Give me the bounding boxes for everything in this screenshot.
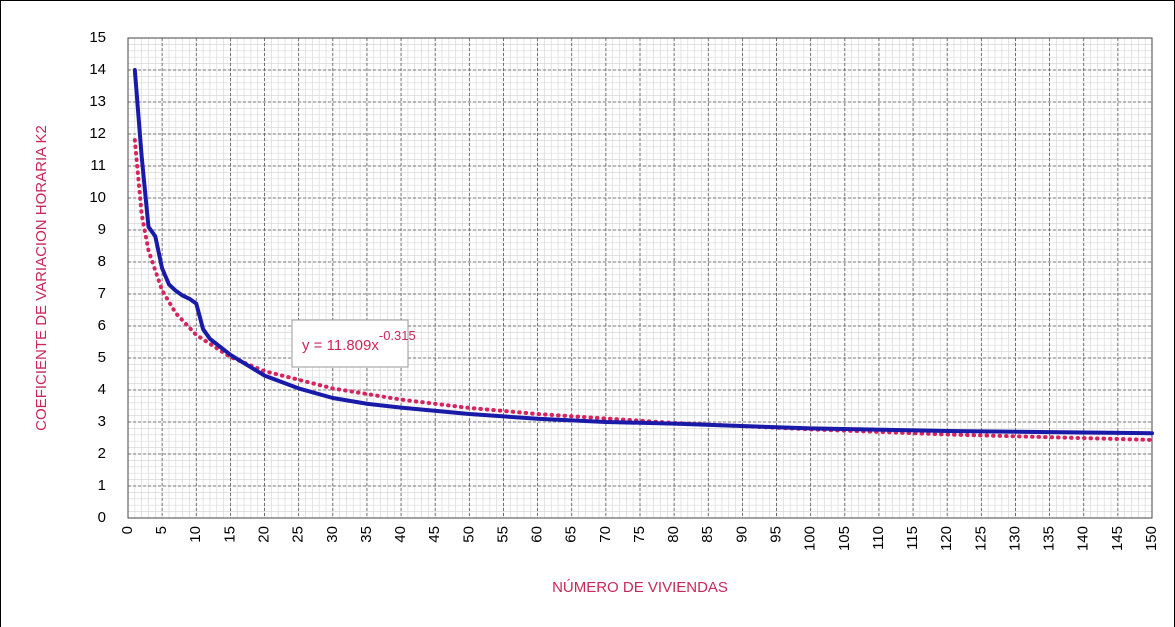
y-tick-label: 14: [89, 61, 106, 78]
x-tick-label: 95: [768, 526, 785, 543]
x-tick-label: 110: [870, 526, 887, 550]
y-tick-label: 4: [98, 381, 106, 398]
annotation: y = 11.809x-0.315: [291, 319, 416, 368]
y-tick-label: 5: [98, 349, 106, 366]
y-tick-label: 11: [90, 157, 106, 174]
y-tick-label: 3: [98, 413, 106, 430]
y-tick-label: 13: [89, 93, 106, 110]
y-tick-label: 10: [89, 189, 106, 206]
x-tick-label: 55: [494, 526, 511, 543]
x-tick-label: 140: [1075, 526, 1092, 551]
plot-border: [127, 37, 1153, 519]
x-tick-label: 50: [460, 526, 477, 543]
x-tick-label: 115: [904, 526, 921, 550]
x-tick-label: 45: [426, 526, 443, 543]
x-tick-label: 75: [631, 526, 648, 543]
y-tick-label: 6: [98, 317, 106, 334]
y-tick-label: 15: [89, 29, 106, 46]
x-tick-label: 40: [392, 526, 409, 543]
x-tick-label: 120: [938, 526, 955, 551]
y-tick-label: 0: [98, 509, 106, 526]
y-tick-label: 8: [98, 253, 106, 270]
x-tick-label: 65: [563, 526, 580, 543]
x-tick-label: 80: [665, 526, 682, 543]
x-tick-label: 70: [597, 526, 614, 543]
x-tick-label: 150: [1143, 526, 1160, 551]
x-tick-label: 130: [1006, 526, 1023, 551]
grid: 0 5 10 15 20 25 30 35 40 45 50 55 60 65 70 75 80 85 90 95 10…: [89, 29, 1160, 551]
x-tick-label: 25: [290, 526, 307, 543]
x-tick-label: 5: [153, 526, 170, 534]
series-line: [132, 138, 1154, 442]
x-tick-label: 30: [324, 526, 341, 543]
x-tick-label: 85: [699, 526, 716, 543]
x-tick-label: 0: [119, 526, 136, 534]
x-tick-label: 10: [187, 526, 204, 543]
y-axis-label: COEFICIENTE DE VARIACION HORARIA K2: [33, 125, 50, 431]
y-tick-label: 7: [98, 285, 106, 302]
x-tick-label: 125: [972, 526, 989, 551]
annotation-text: y = 11.809x-0.315: [302, 328, 416, 354]
series-line: [132, 68, 1154, 436]
x-tick-label: 105: [836, 526, 853, 551]
x-tick-label: 100: [802, 526, 819, 551]
x-tick-label: 90: [733, 526, 750, 543]
y-tick-label: 12: [89, 125, 106, 142]
x-tick-label: 145: [1109, 526, 1126, 551]
annotation-box: [291, 319, 409, 368]
y-tick-label: 2: [98, 445, 106, 462]
x-tick-label: 35: [358, 526, 375, 543]
x-tick-label: 135: [1041, 526, 1058, 551]
x-tick-label: 60: [529, 526, 546, 543]
x-tick-label: 15: [221, 526, 238, 543]
y-tick-label: 9: [98, 221, 106, 238]
lines: [132, 68, 1154, 442]
y-tick-label: 1: [98, 477, 106, 494]
x-axis-label: NÚMERO DE VIVIENDAS: [552, 579, 728, 596]
x-tick-label: 20: [256, 526, 273, 543]
